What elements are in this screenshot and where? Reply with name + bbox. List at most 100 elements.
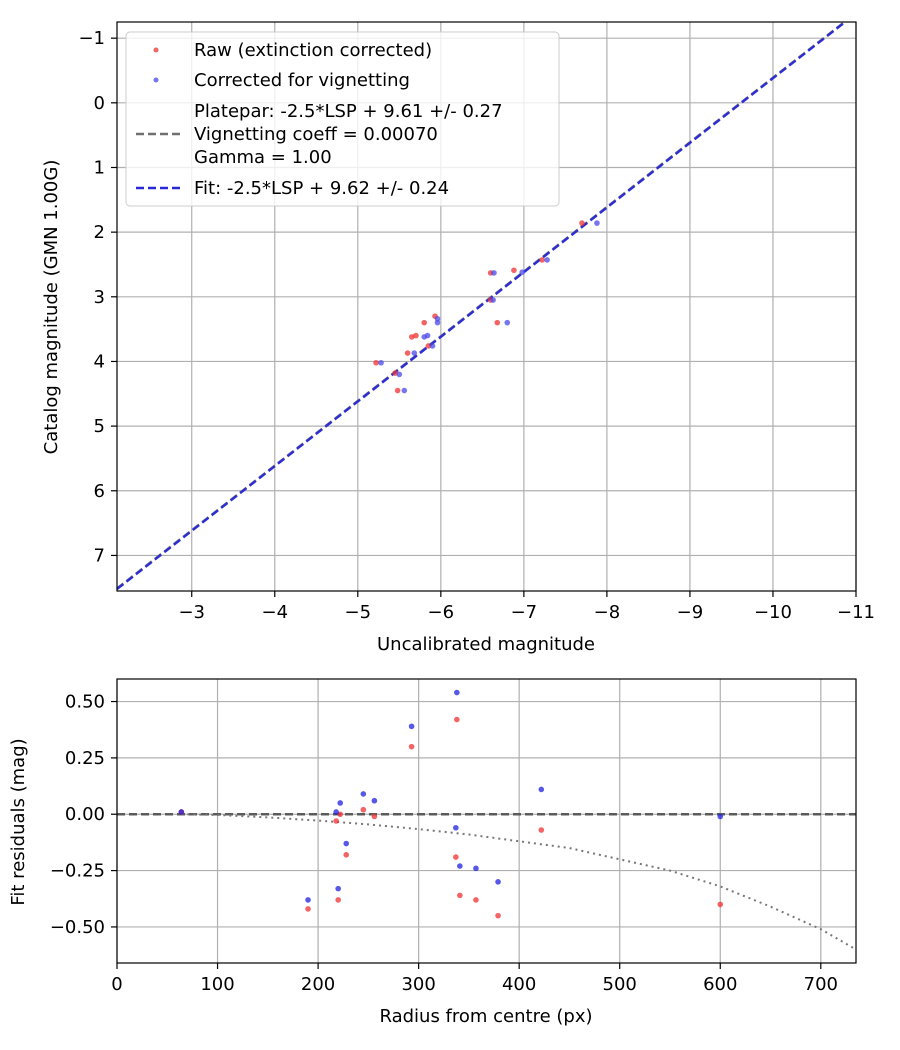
legend-label-fit: Fit: -2.5*LSP + 9.62 +/- 0.24 [194,178,449,199]
x-tick-label: −7 [511,602,538,623]
y-tick-label: 5 [94,416,105,437]
data-point [411,350,418,356]
data-point [337,800,344,806]
data-point [178,809,185,815]
x-tick-label: 0 [111,974,122,995]
x-tick-label: 700 [804,974,838,995]
top-x-axis-label: Uncalibrated magnitude [377,634,595,655]
x-tick-label: −9 [677,602,704,623]
x-tick-label: −6 [428,602,455,623]
bottom-grid [116,679,856,963]
x-tick-label: −4 [261,602,288,623]
bottom-reference-lines [117,813,856,951]
x-tick-label: 400 [502,974,536,995]
data-point [360,806,367,813]
top-fit-lines [117,22,848,591]
legend-label-vignetting-coeff: Vignetting coeff = 0.00070 [194,124,438,145]
y-tick-label: 0 [94,93,105,114]
x-tick-label: 200 [301,974,335,995]
data-point [538,786,545,793]
data-point [413,332,419,339]
data-point [421,319,428,326]
x-tick-label: 500 [603,974,637,995]
data-point [408,743,415,750]
bottom-chart: 0 100 200 300 400 500 600 700 −0.50 −0.25 0.00 0.2… [8,678,857,1027]
data-point [473,865,479,872]
data-point [408,723,415,730]
top-scatter-points [373,220,600,394]
legend-label-platepar: Platepar: -2.5*LSP + 9.61 +/- 0.27 [194,101,503,122]
x-tick-label: −5 [345,602,372,623]
data-point [594,220,600,226]
bottom-y-axis-ticks: −0.50 −0.25 0.00 0.25 0.50 [50,692,117,938]
y-tick-label: 2 [94,222,105,243]
series-line-3 [117,22,848,591]
data-point [495,879,501,885]
y-tick-label: 0.50 [65,692,105,713]
x-tick-label: −3 [178,602,205,623]
top-plot-frame [116,21,857,592]
y-tick-label: 3 [94,287,105,308]
data-point [429,343,436,349]
data-point [371,797,378,804]
data-point [473,897,479,903]
x-tick-label: 300 [401,974,435,995]
data-point [333,809,339,815]
data-point [453,854,459,860]
x-tick-label: 100 [200,974,234,995]
legend-label-corrected: Corrected for vignetting [194,70,410,91]
data-point [305,906,311,912]
data-point [343,840,350,847]
bottom-scatter-points [178,689,724,919]
x-tick-label: −10 [754,602,792,623]
data-point [538,827,545,833]
y-tick-label: 0.00 [65,804,105,825]
y-tick-label: 1 [94,157,105,178]
data-point [404,350,411,356]
legend-marker-raw [153,47,159,53]
y-tick-label: −0.25 [50,861,105,882]
data-point [453,824,459,831]
data-point [360,791,367,797]
data-point [539,257,545,263]
bottom-y-axis-label: Fit residuals (mag) [8,738,29,905]
data-point [335,897,341,903]
data-point [394,387,401,394]
data-point [425,343,432,349]
data-point [396,371,403,378]
y-tick-label: 7 [94,545,105,566]
data-point [457,863,463,869]
data-point [454,689,460,696]
data-point [717,813,724,820]
data-point [335,885,341,892]
data-point [457,892,463,899]
data-point [544,257,550,263]
legend-marker-corrected [153,77,159,83]
data-point [371,813,378,820]
bottom-x-axis-label: Radius from centre (px) [379,1006,592,1027]
data-point [519,269,526,276]
data-point [343,852,350,858]
y-tick-label: 6 [94,481,105,502]
data-point [424,332,431,339]
data-point [401,387,408,394]
data-point [434,319,441,326]
top-y-axis-label: Catalog magnitude (GMN 1.00G) [41,160,62,455]
data-point [434,315,441,322]
x-tick-label: 600 [703,974,737,995]
data-point [495,912,501,919]
series-line-3 [181,813,856,951]
data-point [378,359,384,366]
data-point [454,716,460,723]
data-point [511,267,517,274]
data-point [579,220,585,226]
legend-box [125,31,560,207]
top-legend: Raw (extinction corrected) Corrected for… [125,31,560,207]
y-tick-label: 4 [94,351,105,372]
data-point [490,297,496,303]
y-tick-label: −1 [78,28,105,49]
data-point [491,270,497,276]
top-x-axis-ticks: −3 −4 −5 −6 −7 −8 −9 −10 −11 [178,591,875,623]
